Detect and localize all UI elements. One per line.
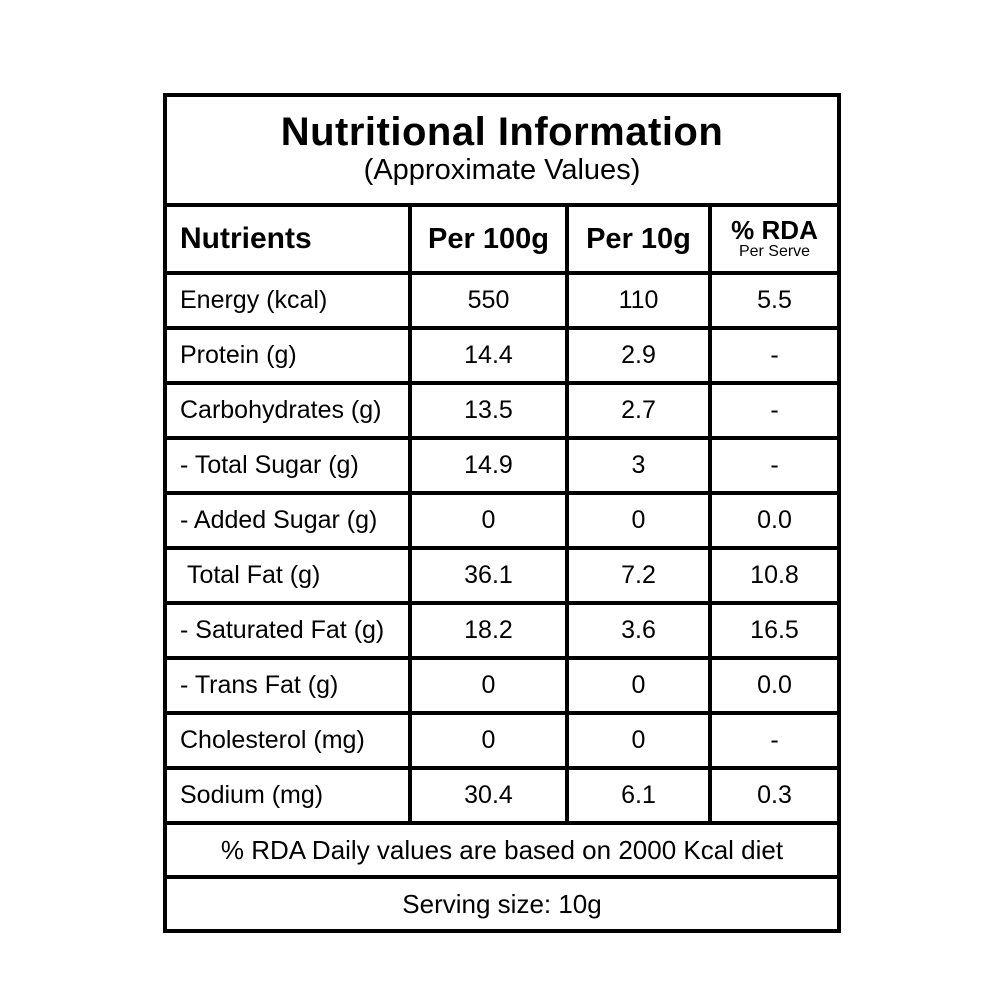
rda-header-sublabel: Per Serve xyxy=(738,243,811,261)
nutrient-name: Protein (g) xyxy=(163,326,412,385)
table-row: - Saturated Fat (g) 18.2 3.6 16.5 xyxy=(163,601,842,660)
value-rda: 16.5 xyxy=(707,601,842,660)
value-per-10g: 3.6 xyxy=(565,601,712,660)
nutrient-name: - Trans Fat (g) xyxy=(163,656,412,715)
table-row: - Total Sugar (g) 14.9 3 - xyxy=(163,436,842,495)
column-header-per-10g: Per 10g xyxy=(565,203,712,275)
table-row: Energy (kcal) 550 110 5.5 xyxy=(163,271,842,330)
table-row: Sodium (mg) 30.4 6.1 0.3 xyxy=(163,766,842,825)
value-per-10g: 2.7 xyxy=(565,381,712,440)
nutrient-name: Carbohydrates (g) xyxy=(163,381,412,440)
column-header-nutrients: Nutrients xyxy=(163,203,412,275)
value-per-100g: 13.5 xyxy=(408,381,569,440)
value-per-10g: 6.1 xyxy=(565,766,712,825)
table-row: Cholesterol (mg) 0 0 - xyxy=(163,711,842,770)
table-row: - Added Sugar (g) 0 0 0.0 xyxy=(163,491,842,550)
title-row: Nutritional Information (Approximate Val… xyxy=(162,93,842,207)
nutrient-name: Cholesterol (mg) xyxy=(163,711,412,770)
value-per-10g: 0 xyxy=(565,711,712,770)
value-per-10g: 110 xyxy=(565,271,712,330)
value-per-100g: 18.2 xyxy=(408,601,569,660)
column-header-rda: % RDA Per Serve xyxy=(707,203,842,275)
value-rda: - xyxy=(707,436,842,495)
value-per-10g: 3 xyxy=(565,436,712,495)
value-rda: 0.3 xyxy=(707,766,842,825)
column-header-per-100g: Per 100g xyxy=(408,203,569,275)
value-per-100g: 14.9 xyxy=(408,436,569,495)
nutrient-rows: Energy (kcal) 550 110 5.5 Protein (g) 14… xyxy=(163,271,842,825)
table-row: Protein (g) 14.4 2.9 - xyxy=(163,326,842,385)
serving-row: Serving size: 10g xyxy=(162,875,842,933)
table-row: Total Fat (g) 36.1 7.2 10.8 xyxy=(163,546,842,605)
value-per-100g: 0 xyxy=(408,711,569,770)
value-rda: 5.5 xyxy=(707,271,842,330)
nutrition-label: Nutritional Information (Approximate Val… xyxy=(162,93,842,933)
footnote-row: % RDA Daily values are based on 2000 Kca… xyxy=(162,821,842,879)
value-per-100g: 30.4 xyxy=(408,766,569,825)
nutrition-table: Nutritional Information (Approximate Val… xyxy=(162,93,842,933)
nutrient-name: Energy (kcal) xyxy=(163,271,412,330)
value-per-100g: 36.1 xyxy=(408,546,569,605)
value-per-10g: 0 xyxy=(565,656,712,715)
rda-footnote: % RDA Daily values are based on 2000 Kca… xyxy=(162,821,842,879)
nutrient-name: - Saturated Fat (g) xyxy=(163,601,412,660)
nutrient-name: - Added Sugar (g) xyxy=(163,491,412,550)
rda-header-label: % RDA xyxy=(731,215,818,246)
title-cell: Nutritional Information (Approximate Val… xyxy=(162,93,842,207)
value-per-10g: 0 xyxy=(565,491,712,550)
value-rda: 0.0 xyxy=(707,656,842,715)
nutrient-name: - Total Sugar (g) xyxy=(163,436,412,495)
value-per-10g: 7.2 xyxy=(565,546,712,605)
value-rda: 10.8 xyxy=(707,546,842,605)
value-per-100g: 550 xyxy=(408,271,569,330)
value-per-100g: 0 xyxy=(408,491,569,550)
serving-size: Serving size: 10g xyxy=(162,875,842,933)
value-rda: 0.0 xyxy=(707,491,842,550)
value-per-10g: 2.9 xyxy=(565,326,712,385)
value-per-100g: 0 xyxy=(408,656,569,715)
nutrient-name: Total Fat (g) xyxy=(163,546,412,605)
value-rda: - xyxy=(707,381,842,440)
header-row: Nutrients Per 100g Per 10g % RDA Per Ser… xyxy=(163,203,842,275)
page-title: Nutritional Information xyxy=(280,110,724,155)
value-rda: - xyxy=(707,326,842,385)
table-row: - Trans Fat (g) 0 0 0.0 xyxy=(163,656,842,715)
value-per-100g: 14.4 xyxy=(408,326,569,385)
page-subtitle: (Approximate Values) xyxy=(363,154,641,187)
table-row: Carbohydrates (g) 13.5 2.7 - xyxy=(163,381,842,440)
value-rda: - xyxy=(707,711,842,770)
nutrient-name: Sodium (mg) xyxy=(163,766,412,825)
